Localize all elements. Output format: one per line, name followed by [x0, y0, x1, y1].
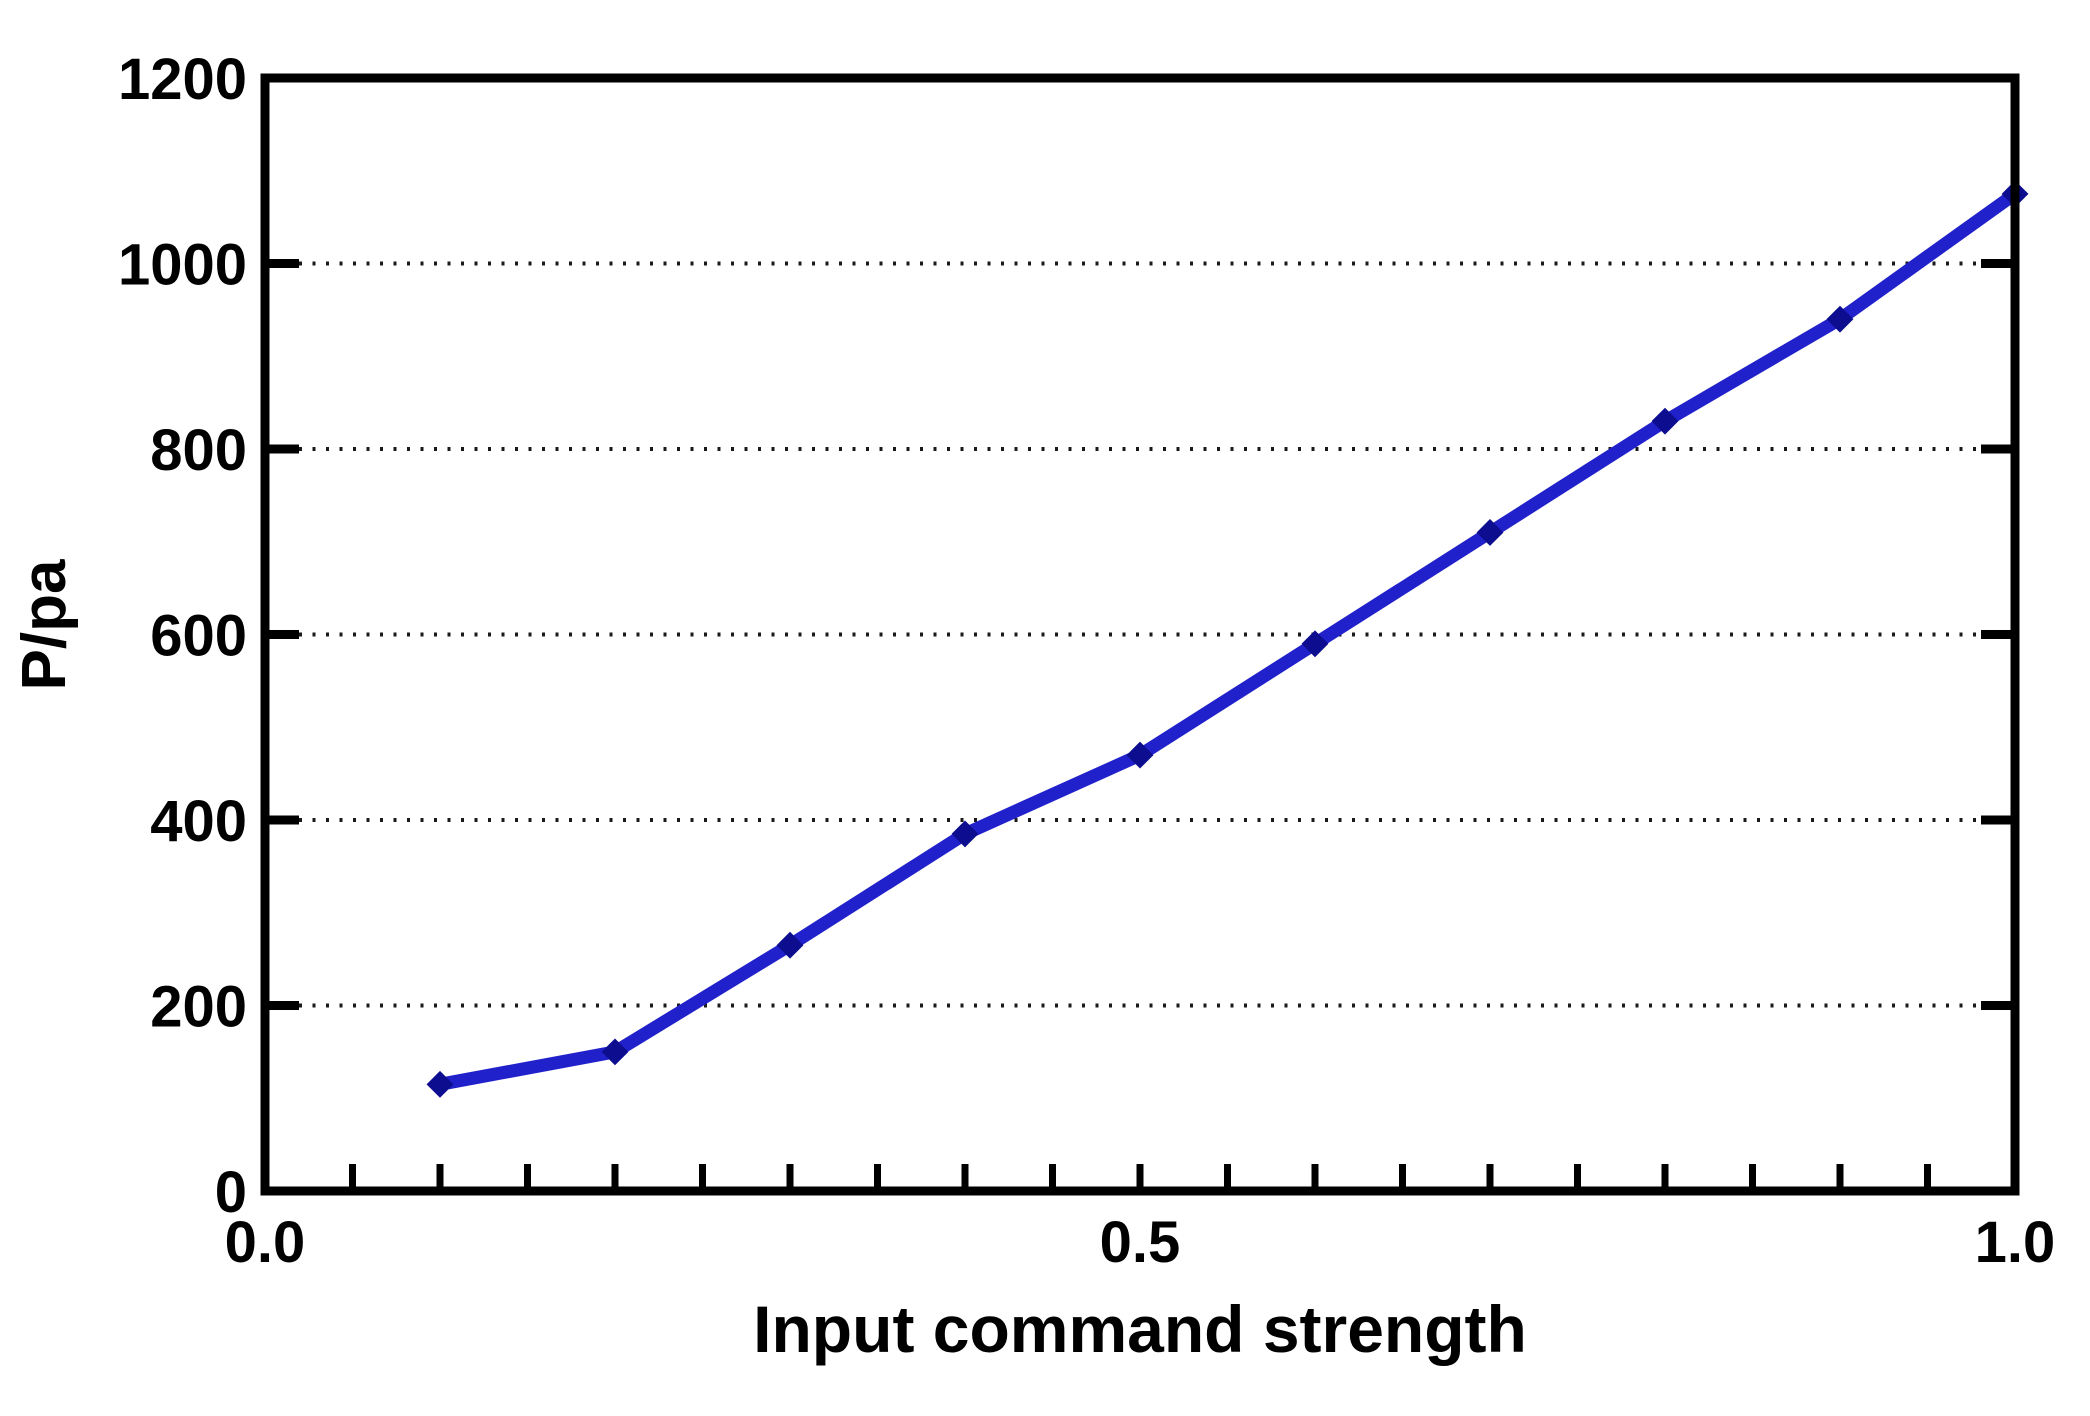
- y-tick-label: 0: [215, 1160, 247, 1225]
- y-tick-label: 800: [150, 418, 247, 483]
- y-axis-title: P/pa: [10, 559, 79, 690]
- data-point-marker: [601, 1038, 629, 1066]
- y-tick-label: 400: [150, 789, 247, 854]
- y-tick-label: 1200: [118, 47, 247, 112]
- x-tick-label: 1.0: [1975, 1210, 2056, 1275]
- plot-series: [426, 180, 2029, 1098]
- x-axis-title: Input command strength: [753, 1292, 1527, 1366]
- data-point-marker: [951, 820, 979, 848]
- plot-border: [260, 73, 2020, 1196]
- y-tick-label: 200: [150, 975, 247, 1040]
- x-tick-label: 0.0: [225, 1210, 306, 1275]
- tick-labels: 0 200 400 600 800 1000 1200 0.0 0.5 1.0: [118, 47, 2055, 1275]
- y-tick-label: 1000: [118, 233, 247, 298]
- data-point-marker: [1476, 519, 1504, 546]
- data-point-marker: [1126, 741, 1154, 769]
- data-point-marker: [1301, 630, 1329, 658]
- y-tick-label: 600: [150, 604, 247, 669]
- axis-ticks: [265, 259, 2015, 1191]
- data-line: [438, 188, 2019, 1091]
- x-tick-label: 0.5: [1100, 1210, 1181, 1275]
- data-point-marker: [426, 1070, 454, 1098]
- data-point-marker: [776, 931, 804, 959]
- gridlines: [272, 261, 2008, 1008]
